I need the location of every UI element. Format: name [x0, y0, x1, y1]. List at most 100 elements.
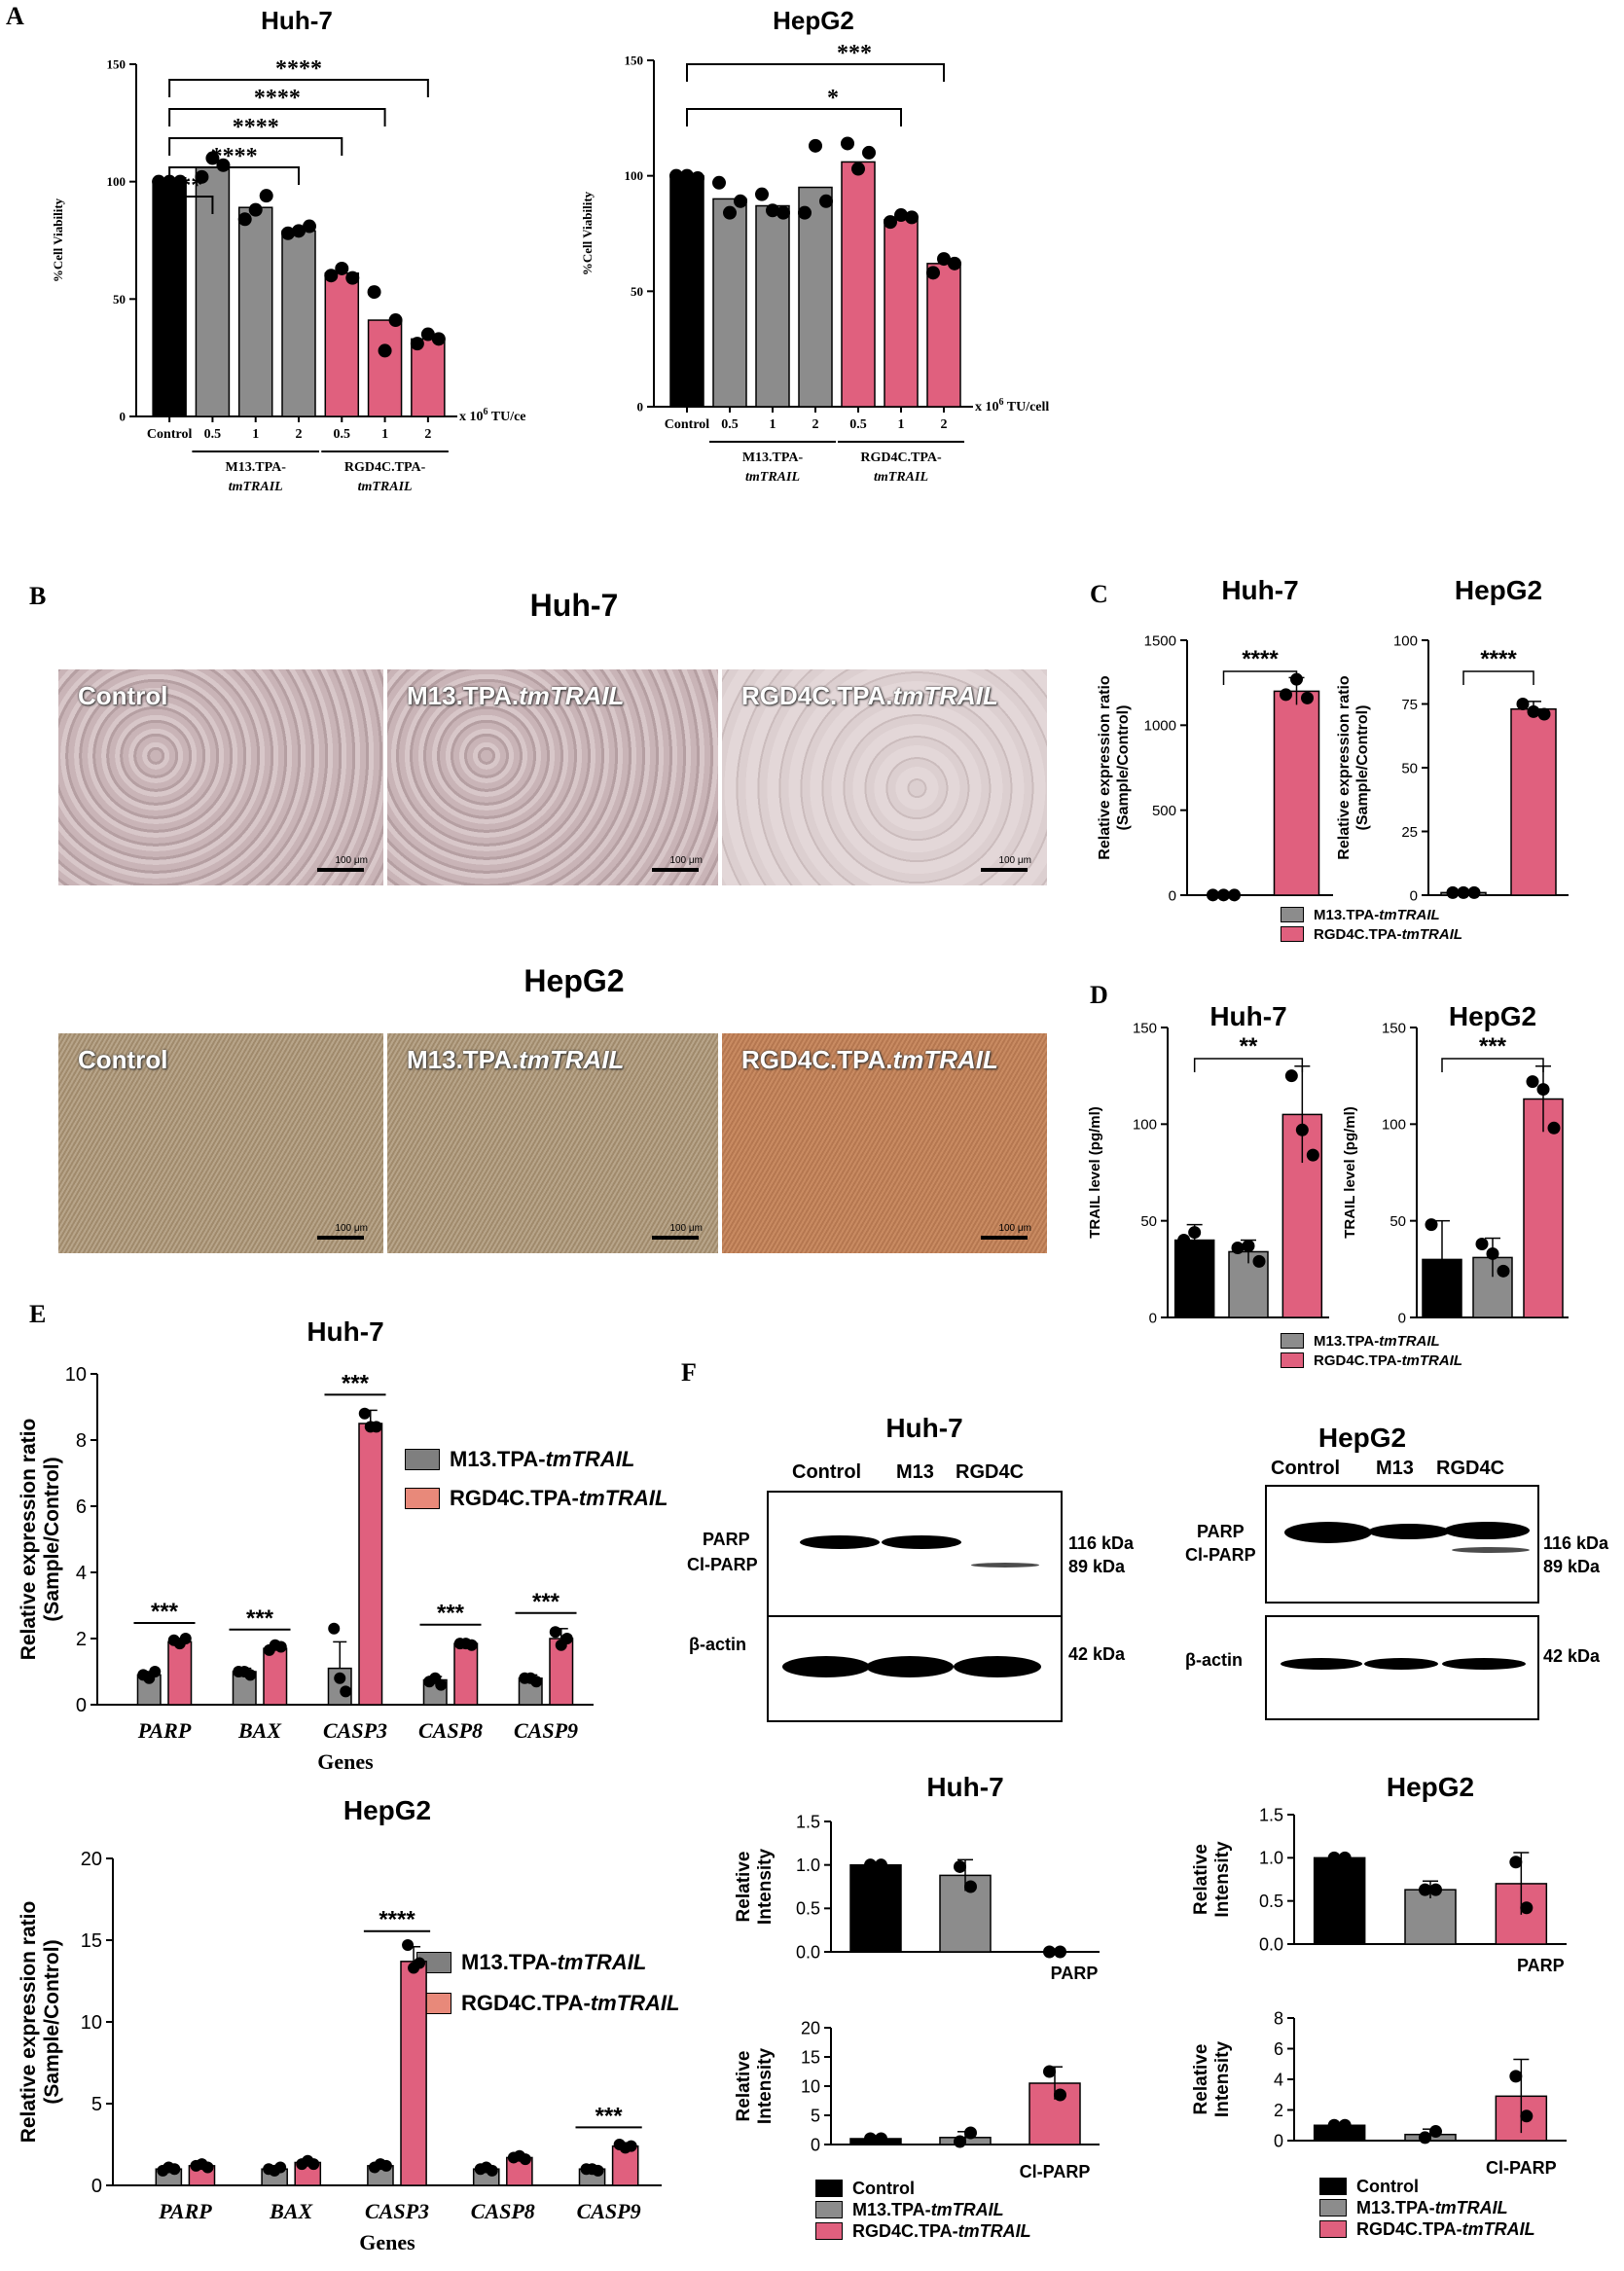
blot-hep-lane-m13: M13 — [1376, 1458, 1414, 1479]
legend-item-m13: M13.TPA-tmTRAIL — [1319, 2197, 1535, 2218]
y-tick-label: 8 — [76, 1430, 87, 1452]
photo-hep-rgd: RGD4C.TPA.tmTRAIL 100 μm — [722, 1033, 1047, 1253]
data-point — [884, 215, 897, 230]
significance-label: **** — [254, 86, 301, 111]
data-point — [669, 168, 683, 183]
data-point — [335, 261, 349, 275]
photos-hep-title: HepG2 — [523, 963, 625, 998]
data-point — [954, 2135, 966, 2148]
data-point — [1446, 1268, 1460, 1281]
scale-bar — [981, 868, 1028, 872]
data-point — [414, 1957, 426, 1969]
scale-label: 100 μm — [335, 855, 368, 866]
legend-item-rgd: RGD4C.TPA-tmTRAIL — [405, 1479, 668, 1518]
data-point — [875, 2132, 887, 2145]
data-point — [465, 1639, 478, 1651]
significance-bracket — [168, 166, 300, 185]
y-axis-label: Relative expression ratio — [1336, 675, 1353, 860]
panel-letter-b: B — [29, 582, 47, 610]
legend-label: RGD4C.TPA-tmTRAIL — [450, 1486, 668, 1510]
y-tick-label: 20 — [801, 2018, 820, 2037]
unit-base: x 10 — [975, 400, 999, 415]
significance-label: **** — [233, 115, 279, 140]
legend-item-rgd: RGD4C.TPA-tmTRAIL — [1281, 924, 1462, 944]
x-axis-label: Genes — [359, 2230, 415, 2254]
data-point — [549, 1626, 561, 1639]
data-point — [1228, 888, 1241, 902]
data-point — [324, 269, 339, 283]
y-axis-label: TRAIL level (pg/ml) — [1087, 1106, 1103, 1239]
x-tick-label: BAX — [237, 1718, 282, 1743]
significance-label: **** — [379, 1907, 415, 1933]
band — [1284, 1522, 1372, 1543]
x-note: PARP — [1051, 1964, 1099, 1983]
data-point — [216, 158, 231, 172]
data-point — [1043, 2065, 1056, 2078]
legend-item-m13: M13.TPA-tmTRAIL — [815, 2199, 1031, 2220]
blot-huh-parp-label: PARP — [703, 1530, 750, 1549]
bar — [1313, 1856, 1366, 1945]
data-point — [1188, 1226, 1202, 1240]
kda-label: 42 kDa — [1068, 1644, 1126, 1664]
data-point — [964, 1880, 977, 1893]
band — [1281, 1658, 1362, 1670]
y-tick-label: 0 — [91, 2176, 102, 2197]
unit-suffix: TU/ce — [488, 410, 526, 424]
data-point — [1043, 1945, 1056, 1959]
y-tick-label: 15 — [81, 1930, 102, 1952]
y-tick-label: 1.5 — [796, 1812, 820, 1831]
data-point — [370, 1421, 382, 1433]
data-point — [1435, 1272, 1449, 1285]
chart-title: Huh-7 — [1209, 1001, 1286, 1031]
data-point — [776, 205, 790, 220]
x-tick-label: CASP3 — [323, 1718, 387, 1743]
chart-title: Huh-7 — [926, 1772, 1003, 1802]
scale-bar — [317, 868, 364, 872]
data-point — [1054, 1945, 1066, 1959]
x-tick-label: PARP — [137, 1718, 192, 1743]
data-point — [367, 285, 381, 300]
kda-label: 89 kDa — [1068, 1557, 1126, 1576]
data-point — [379, 2159, 392, 2172]
data-point — [691, 171, 704, 186]
y-tick-label: 6 — [76, 1496, 87, 1518]
photo-label: M13.TPA.tmTRAIL — [407, 681, 625, 710]
bar — [237, 206, 273, 417]
data-point — [1467, 885, 1481, 899]
x-tick-label: 2 — [812, 417, 819, 432]
blot-hep-title: HepG2 — [1317, 1423, 1407, 1453]
y-axis-label-2: Intensity — [755, 1849, 776, 1926]
data-point — [340, 1685, 352, 1698]
band — [1444, 1522, 1530, 1539]
photo-label: RGD4C.TPA.tmTRAIL — [741, 681, 998, 710]
y-axis-label-2: Intensity — [1212, 2041, 1233, 2118]
data-point — [1338, 1851, 1352, 1864]
blot-hep-actin-label: β-actin — [1185, 1650, 1243, 1670]
blot-huh-title: Huh-7 — [885, 1413, 963, 1443]
y-tick-label: 0 — [1398, 1310, 1406, 1326]
data-point — [1457, 885, 1470, 899]
unit-exponent: 6 — [484, 407, 488, 417]
legend-item-rgd: RGD4C.TPA-tmTRAIL — [1319, 2218, 1535, 2240]
significance-label: **** — [275, 56, 322, 82]
bar — [849, 1863, 902, 1953]
y-axis-label: %Cell Viability — [51, 198, 65, 282]
y-tick-label: 100 — [107, 174, 126, 189]
data-point — [766, 203, 779, 218]
data-point — [1231, 1241, 1245, 1254]
data-point — [1306, 1148, 1319, 1162]
y-tick-label: 75 — [1401, 697, 1418, 713]
legend-label: Control — [852, 2178, 915, 2198]
photo-label: RGD4C.TPA.tmTRAIL — [741, 1045, 998, 1074]
y-tick-label: 0 — [76, 1695, 87, 1716]
legend-c: M13.TPA-tmTRAIL RGD4C.TPA-tmTRAIL — [1281, 905, 1462, 944]
y-tick-label: 100 — [1133, 1117, 1157, 1134]
x-note: PARP — [1517, 1956, 1565, 1975]
data-point — [431, 332, 446, 346]
legend-f-hep: Control M13.TPA-tmTRAIL RGD4C.TPA-tmTRAI… — [1319, 2176, 1535, 2240]
legend-swatch — [815, 2222, 843, 2240]
significance-label: * — [827, 86, 839, 111]
data-point — [954, 1859, 966, 1873]
photo-hep-m13: M13.TPA.tmTRAIL 100 μm — [387, 1033, 718, 1253]
